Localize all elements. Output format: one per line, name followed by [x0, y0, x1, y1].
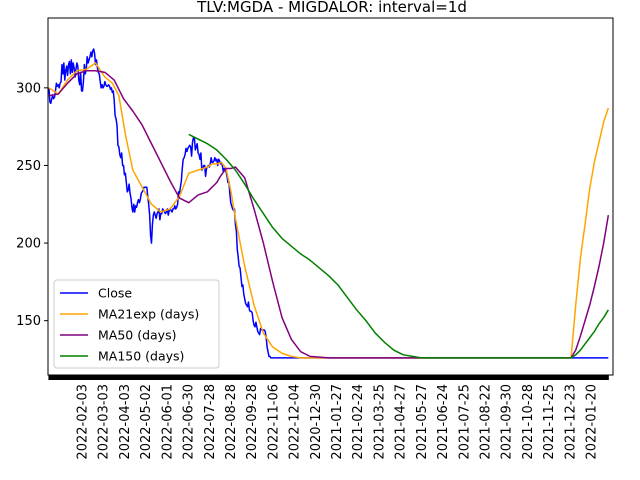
- y-axis: 150 200 250 300: [16, 81, 48, 329]
- x-tick-label: 2022-09-28: [245, 384, 260, 460]
- x-tick-label: 2021-03-25: [372, 384, 387, 460]
- x-tick-label: 2021-02-24: [351, 384, 366, 460]
- x-tick-label: 2022-04-03: [118, 384, 133, 460]
- legend-label-1: MA21exp (days): [98, 307, 199, 322]
- x-tick-label: 2022-07-28: [203, 384, 218, 460]
- x-tick-label: 2021-06-24: [436, 384, 451, 460]
- x-tick-label: 2022-06-01: [160, 384, 175, 460]
- y-tick-label: 150: [16, 314, 41, 329]
- legend-label-0: Close: [98, 286, 132, 301]
- x-tick-label: 2022-12-04: [288, 384, 303, 460]
- x-tick-label: 2022-03-03: [97, 384, 112, 460]
- x-axis: 2022-02-03 2022-03-03 2022-04-03 2022-05-02…: [48, 375, 609, 460]
- legend: Close MA21exp (days) MA50 (days) MA150 (day…: [53, 279, 220, 369]
- x-minor-ticks: [48, 375, 609, 380]
- x-tick-label: 2021-08-22: [478, 384, 493, 460]
- x-tick-label: 2021-11-25: [542, 384, 557, 460]
- legend-label-3: MA150 (days): [98, 349, 184, 364]
- x-tick-label: 2022-05-02: [139, 384, 154, 460]
- x-tick-label: 2021-01-27: [330, 384, 345, 460]
- x-tick-label: 2020-12-30: [309, 384, 324, 460]
- series-line-3: [188, 133, 609, 359]
- legend-label-2: MA50 (days): [98, 328, 176, 343]
- x-tick-label: 2021-04-27: [394, 384, 409, 460]
- x-tick-label: 2022-02-03: [76, 384, 91, 460]
- y-tick-label: 300: [16, 81, 41, 96]
- y-tick-label: 250: [16, 159, 41, 174]
- x-tick-label: 2021-09-30: [500, 384, 515, 460]
- x-tick-label: 2022-06-30: [182, 384, 197, 460]
- x-tick-label: 2022-01-20: [585, 384, 600, 460]
- x-tick-label: 2022-11-06: [266, 384, 281, 460]
- series-line-2: [48, 70, 610, 359]
- legend-box: [53, 279, 220, 369]
- x-tick-label: 2021-07-25: [457, 384, 472, 460]
- plot-lines: [48, 48, 610, 359]
- x-tick-label: 2021-12-23: [563, 384, 578, 460]
- x-tick-label: 2021-05-27: [415, 384, 430, 460]
- chart-title: TLV:MGDA - MIGDALOR: interval=1d: [196, 0, 467, 16]
- x-tick-label: 2022-08-28: [224, 384, 239, 460]
- y-tick-label: 200: [16, 237, 41, 252]
- x-tick-label: 2021-10-28: [521, 384, 536, 460]
